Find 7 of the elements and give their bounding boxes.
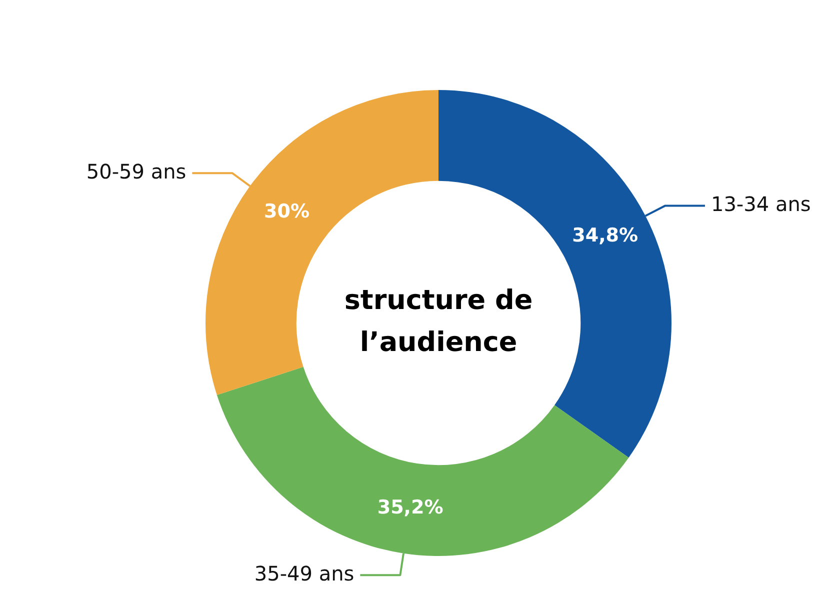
text: structure de l’audience [344, 285, 533, 358]
slice-label: 35-49 ans [254, 561, 354, 586]
data-label: 30% [264, 200, 310, 223]
slice-label: 50-59 ans [86, 159, 186, 184]
data-label: 35,2% [377, 496, 444, 518]
data-label: 34,8% [572, 224, 638, 247]
slice-label: 13-34 ans [710, 192, 811, 216]
